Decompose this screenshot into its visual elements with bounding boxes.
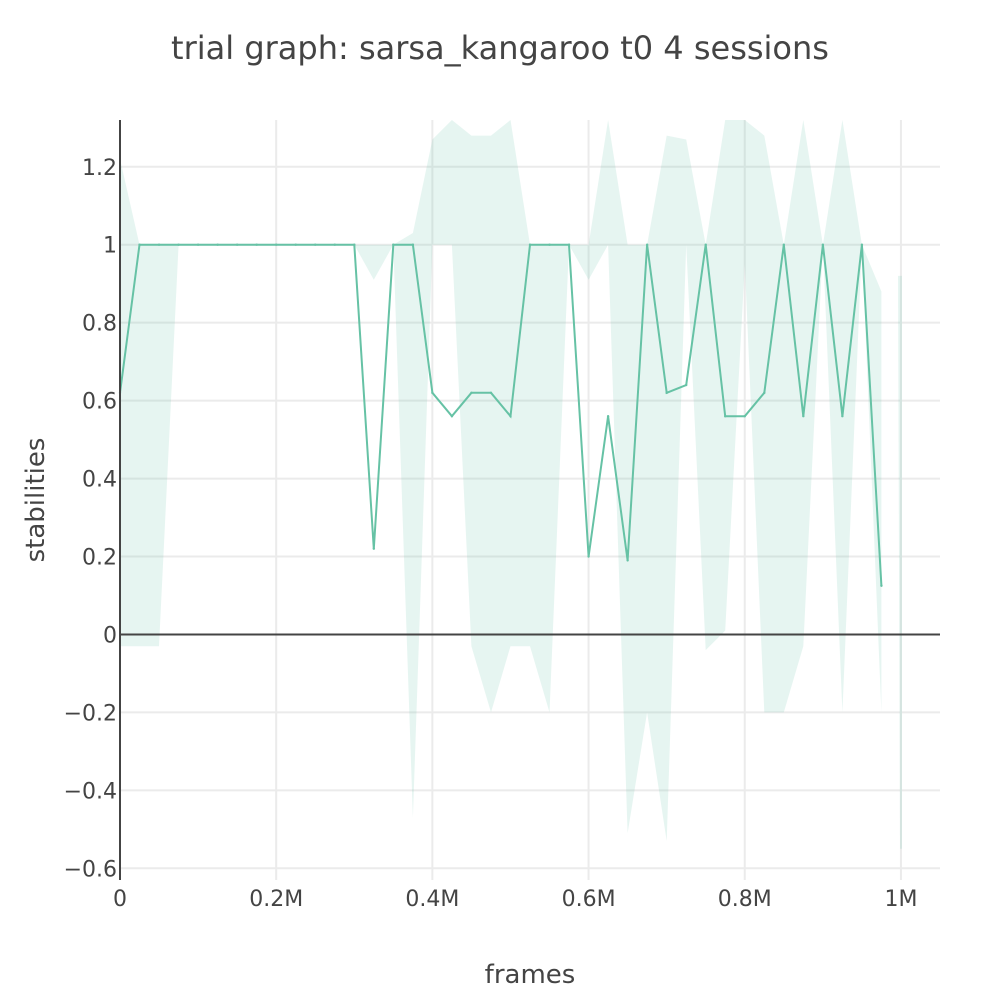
data-point [314,243,317,246]
x-tick-label: 0.4M [405,887,459,912]
data-point [411,243,415,246]
data-point [509,415,512,418]
data-point [470,391,473,395]
data-point [138,243,141,246]
data-point [489,391,493,395]
data-point [431,391,434,395]
data-point [782,243,786,246]
data-point [645,243,649,246]
data-point [353,243,356,246]
data-point [743,415,746,418]
y-tick-label: 0.4 [82,468,117,493]
data-point [626,559,629,562]
confidence-band [120,120,902,849]
data-point [216,243,219,246]
data-point [333,243,336,246]
series-layer [118,243,883,587]
data-point [567,243,571,246]
confidence-band-area [120,120,882,841]
data-point [860,243,864,246]
data-point [841,415,844,418]
data-point [255,243,258,246]
y-tick-label: 0.6 [82,390,117,415]
x-tick-label: 0.6M [562,887,616,912]
y-tick-label: 0 [103,623,117,648]
data-point [684,383,688,387]
x-tick-label: 0 [113,887,127,912]
data-point [450,415,454,418]
data-point [587,555,590,558]
x-tick-label: 0.2M [249,887,303,912]
y-tick-labels: 1.2 1 0.8 0.6 0.4 0.2 0 −0.2 −0.4 −0.6 [64,156,117,883]
y-tick-label: 0.8 [82,312,117,337]
data-point [372,547,376,550]
data-point [548,243,551,246]
data-point [821,243,825,246]
y-axis-title: stabilities [21,438,51,563]
y-tick-label: 1 [103,234,117,259]
data-point [802,415,805,418]
y-tick-label: 1.2 [82,156,117,181]
data-point [274,243,278,246]
y-tick-label: 0.2 [82,546,117,571]
data-point [606,415,610,418]
data-point [528,243,532,246]
series-line [119,243,883,586]
data-point [763,391,766,395]
data-point [392,243,395,246]
data-point [880,584,883,587]
x-axis-title: frames [485,960,576,990]
confidence-band-sliver [898,275,902,849]
data-point [724,415,727,418]
data-point [704,243,707,246]
data-point [235,243,239,246]
x-tick-label: 1M [884,887,917,912]
data-point [196,243,200,246]
data-point [665,391,668,395]
y-tick-label: −0.4 [64,779,117,804]
data-point [177,243,180,246]
data-point [294,243,297,246]
x-tick-label: 0.8M [718,887,772,912]
chart-title: trial graph: sarsa_kangaroo t0 4 session… [171,29,829,67]
y-tick-label: −0.2 [64,701,117,726]
x-tick-labels: 0 0.2M 0.4M 0.6M 0.8M 1M [113,887,917,912]
y-tick-label: −0.6 [64,857,117,882]
data-point [157,243,161,246]
